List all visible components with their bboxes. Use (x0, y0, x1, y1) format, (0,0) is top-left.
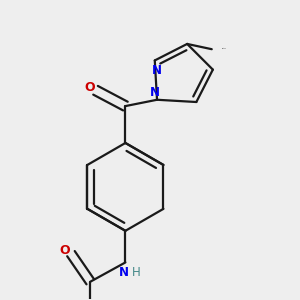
Text: N: N (152, 64, 161, 77)
Text: H: H (132, 266, 140, 279)
Text: N: N (119, 266, 129, 279)
Text: O: O (84, 81, 94, 94)
Text: methyl: methyl (222, 48, 226, 49)
Text: O: O (59, 244, 70, 256)
Text: N: N (150, 85, 160, 98)
